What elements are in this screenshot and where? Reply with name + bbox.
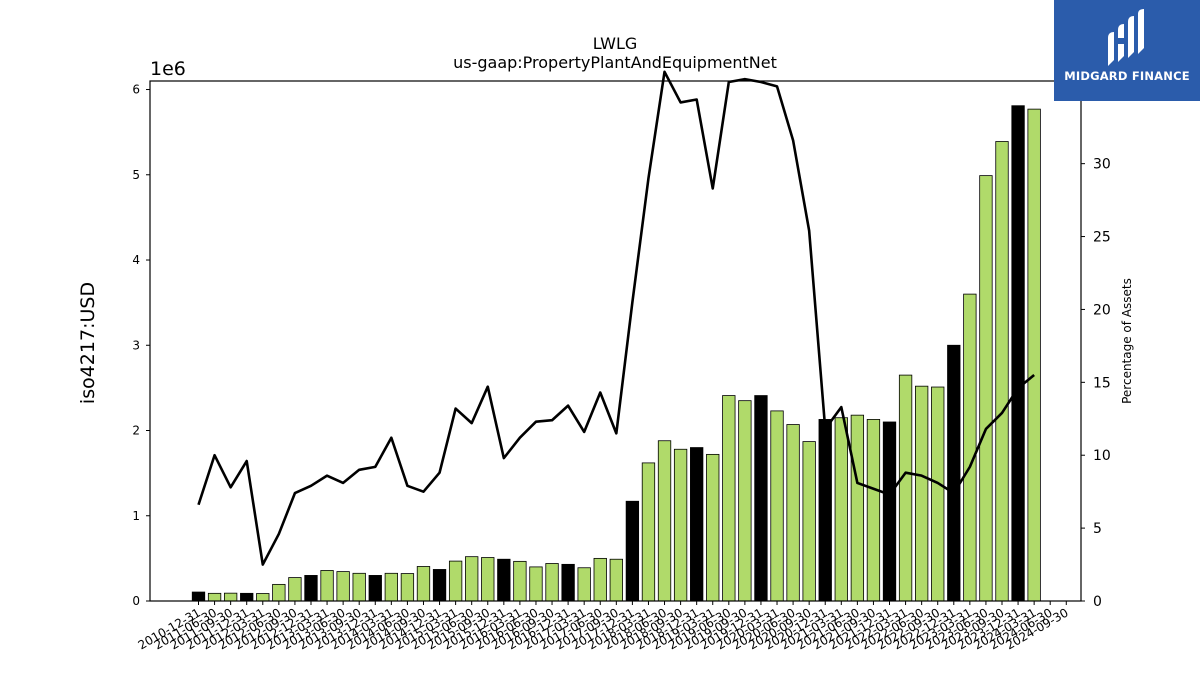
- chart-subtitle: us-gaap:PropertyPlantAndEquipmentNet: [453, 53, 777, 72]
- bar: [850, 414, 865, 602]
- plot-area: 0123456051015202530352010-12-312011-06-3…: [132, 70, 1111, 652]
- bar: [915, 385, 929, 602]
- y2-tick-label: 15: [1093, 375, 1111, 391]
- brand-name: MIDGARD FINANCE: [1064, 69, 1190, 83]
- bar: [882, 421, 897, 602]
- y-tick-label: 2: [132, 424, 140, 438]
- midgard-logo-icon: [1108, 9, 1144, 66]
- bar: [947, 344, 961, 602]
- bar: [641, 462, 656, 602]
- bar: [368, 575, 382, 602]
- y-tick-label: 5: [132, 168, 140, 182]
- bar: [609, 558, 623, 602]
- bar: [1011, 105, 1025, 602]
- y-tick-label: 3: [132, 338, 140, 352]
- bar: [481, 557, 495, 602]
- y2-tick-label: 0: [1093, 594, 1102, 610]
- bar: [288, 577, 302, 602]
- bar: [931, 386, 945, 602]
- y2-tick-label: 25: [1093, 230, 1111, 246]
- bar: [320, 570, 334, 602]
- bar: [272, 583, 286, 602]
- bar: [738, 400, 752, 602]
- bar: [706, 453, 720, 602]
- bar: [1027, 108, 1041, 602]
- y2-tick-label: 10: [1093, 448, 1111, 464]
- bar: [432, 569, 447, 602]
- y-tick-label: 4: [132, 253, 140, 267]
- bar: [304, 575, 318, 602]
- percentage-line: [197, 70, 1035, 566]
- bar: [207, 592, 222, 602]
- plot-frame: [149, 80, 1082, 602]
- bar: [416, 566, 431, 602]
- bar: [722, 395, 736, 602]
- bar: [786, 424, 800, 602]
- bar: [448, 560, 463, 602]
- bar: [979, 175, 993, 602]
- bar: [336, 571, 350, 602]
- bar: [513, 560, 527, 602]
- bar: [690, 447, 704, 602]
- bar: [352, 572, 366, 602]
- chart-title: LWLG: [593, 34, 638, 53]
- bar: [400, 573, 415, 602]
- midgard-finance-logo: MIDGARD FINANCE: [1054, 0, 1200, 101]
- y2-axis-label: Percentage of Assets: [1120, 278, 1134, 404]
- y2-tick-label: 20: [1093, 302, 1111, 318]
- bar: [223, 592, 238, 602]
- y-axis-multiplier: 1e6: [150, 58, 186, 80]
- bar: [625, 500, 640, 602]
- y-tick-label: 1: [132, 509, 140, 523]
- bar: [898, 374, 913, 602]
- y2-tick-label: 5: [1093, 521, 1102, 537]
- y-tick-label: 6: [132, 83, 140, 97]
- bar: [577, 567, 591, 602]
- bar: [995, 141, 1009, 602]
- bar: [754, 395, 768, 602]
- bar: [866, 419, 881, 602]
- y-axis-label: iso4217:USD: [77, 282, 99, 404]
- bar: [465, 556, 479, 602]
- bar: [802, 441, 816, 602]
- bar: [770, 410, 784, 602]
- bar: [240, 592, 254, 602]
- bar: [818, 419, 832, 602]
- y2-tick-label: 30: [1093, 157, 1111, 173]
- bar: [497, 558, 511, 602]
- bar: [673, 448, 688, 602]
- bar: [593, 557, 607, 602]
- bar: [545, 563, 559, 602]
- y-tick-label: 0: [132, 594, 140, 608]
- bar: [657, 440, 672, 602]
- bar: [834, 417, 848, 602]
- bar: [561, 563, 575, 602]
- bar: [256, 593, 270, 602]
- bar: [529, 566, 543, 602]
- bar: [384, 572, 398, 602]
- bar: [191, 591, 206, 602]
- bar: [963, 293, 977, 602]
